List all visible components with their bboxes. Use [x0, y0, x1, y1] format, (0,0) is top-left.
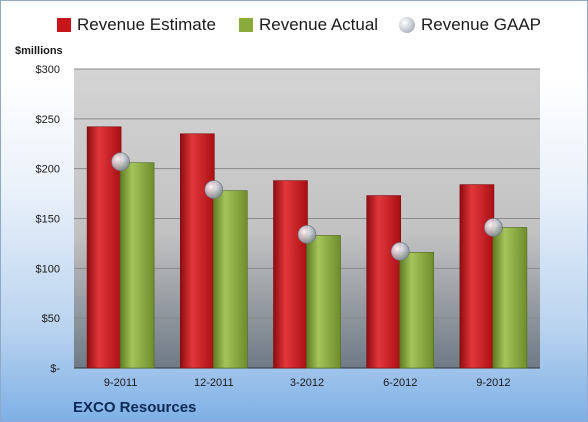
- bar-revenue-actual: [119, 162, 155, 369]
- marker-revenue-gaap: [111, 152, 130, 171]
- marker-revenue-gaap: [390, 242, 410, 261]
- y-tick-label: $100: [36, 263, 60, 275]
- legend-item-gaap: Revenue GAAP: [399, 15, 541, 35]
- x-tick-label: 6-2012: [383, 377, 417, 389]
- bar-revenue-estimate: [459, 184, 495, 369]
- x-tick-label: 9-2012: [476, 377, 510, 389]
- bar-revenue-actual: [399, 252, 435, 369]
- y-tick-label: $200: [36, 164, 60, 176]
- marker-revenue-gaap: [204, 180, 224, 199]
- marker-revenue-gaap: [297, 225, 317, 244]
- x-tick-label: 9-2011: [104, 377, 137, 389]
- marker-revenue-gaap: [484, 218, 503, 237]
- legend-item-actual: Revenue Actual: [239, 15, 378, 35]
- bar-revenue-estimate: [273, 180, 308, 369]
- bars: [86, 126, 528, 369]
- legend-marker-gaap: [399, 17, 415, 33]
- x-tick-label: 12-2011: [194, 377, 234, 389]
- company-name: EXCO Resources: [73, 399, 197, 416]
- y-tick-label: $250: [36, 114, 60, 126]
- bar-revenue-actual: [492, 227, 528, 369]
- y-tick-label: $-: [50, 363, 60, 375]
- legend-swatch-actual: [239, 18, 253, 32]
- bar-revenue-estimate: [180, 133, 215, 369]
- y-tick-label: $150: [36, 214, 60, 226]
- bar-revenue-estimate: [366, 195, 402, 369]
- legend-label-estimate: Revenue Estimate: [77, 15, 216, 34]
- bar-chart: $- $50 $100 $150 $200 $250 $300 9-2011 12-2011 3…: [36, 64, 540, 389]
- y-tick-label: $300: [36, 64, 60, 76]
- chart-legend: Revenue Estimate Revenue Actual Revenue …: [1, 15, 587, 43]
- y-axis-unit-label: $millions: [15, 45, 63, 57]
- legend-label-actual: Revenue Actual: [259, 15, 379, 34]
- gaap-markers: [111, 152, 503, 261]
- x-axis-ticks: 9-2011 12-2011 3-2012 6-2012 9-2012: [104, 377, 511, 389]
- legend-item-estimate: Revenue Estimate: [57, 15, 216, 35]
- x-tick-label: 3-2012: [290, 377, 324, 389]
- legend-label-gaap: Revenue GAAP: [421, 15, 542, 34]
- bar-revenue-actual: [213, 190, 248, 369]
- y-axis-ticks: $- $50 $100 $150 $200 $250 $300: [36, 64, 61, 375]
- y-tick-label: $50: [42, 313, 60, 325]
- bar-revenue-actual: [306, 235, 341, 369]
- legend-swatch-estimate: [57, 18, 71, 32]
